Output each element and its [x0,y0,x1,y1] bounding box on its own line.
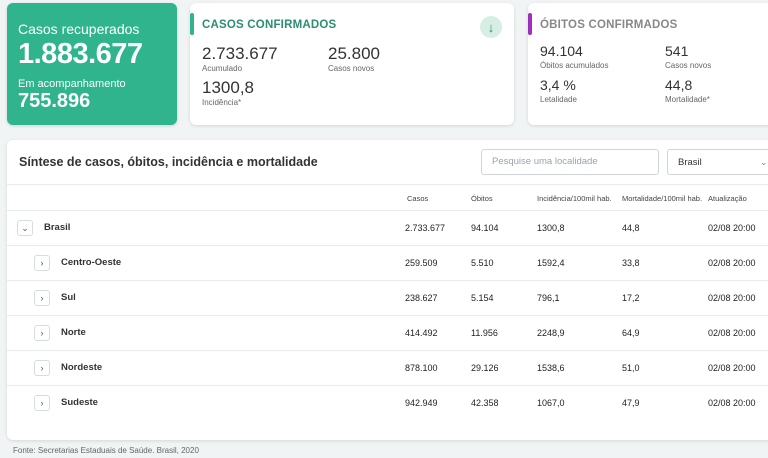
cell-obitos: 5.510 [471,258,494,268]
row-name: Brasil [44,222,71,233]
divider [7,184,768,185]
column-header-incidencia: Incidência/100mil hab. [537,194,612,203]
deaths-new-value: 541 [665,43,689,59]
confirmed-deaths-card: ÓBITOS CONFIRMADOS 94.104 Óbitos acumula… [528,3,768,125]
confirmed-cases-card: CASOS CONFIRMADOS ↓ 2.733.677 Acumulado … [190,3,514,125]
location-select-value: Brasil [678,157,702,168]
cell-obitos: 29.126 [471,363,499,373]
confirmed-accumulated-value: 2.733.677 [202,44,278,63]
search-input[interactable]: Pesquise uma localidade [481,149,659,175]
deaths-new-label: Casos novos [665,61,712,70]
cell-atualizacao: 02/08 20:00 [708,328,756,338]
confirmed-accumulated-label: Acumulado [202,64,243,73]
cell-incidencia: 796,1 [537,293,560,303]
cell-atualizacao: 02/08 20:00 [708,258,756,268]
row-name: Sudeste [61,397,98,408]
chevron-down-icon[interactable]: ⌄ [17,220,33,236]
deaths-title: ÓBITOS CONFIRMADOS [540,19,678,31]
arrow-down-icon[interactable]: ↓ [480,16,502,38]
cell-mortalidade: 47,9 [622,398,640,408]
monitoring-label: Em acompanhamento [18,78,126,90]
cell-incidencia: 1592,4 [537,258,565,268]
mortality-label: Mortalidade* [665,95,710,104]
table-row[interactable]: › Norte 414.492 11.956 2248,9 64,9 02/08… [7,315,768,350]
deaths-accumulated-value: 94.104 [540,43,583,59]
cell-incidencia: 1538,6 [537,363,565,373]
lethality-value: 3,4 % [540,77,576,93]
confirmed-title: CASOS CONFIRMADOS [202,19,337,31]
cell-casos: 259.509 [405,258,438,268]
cell-incidencia: 1067,0 [537,398,565,408]
table-row[interactable]: › Sul 238.627 5.154 796,1 17,2 02/08 20:… [7,280,768,315]
cell-atualizacao: 02/08 20:00 [708,398,756,408]
source-footer: Fonte: Secretarias Estaduais de Saúde. B… [13,446,199,455]
recovered-value: 1.883.677 [18,38,143,70]
table-row[interactable]: › Nordeste 878.100 29.126 1538,6 51,0 02… [7,350,768,385]
cell-obitos: 11.956 [471,328,498,338]
recovered-card: Casos recuperados 1.883.677 Em acompanha… [7,3,177,125]
incidence-value: 1300,8 [202,78,254,97]
column-header-obitos: Óbitos [471,194,493,203]
card-accent-bar [528,13,532,35]
cell-casos: 942.949 [405,398,438,408]
cell-obitos: 94.104 [471,223,499,233]
cell-incidencia: 1300,8 [537,223,565,233]
chevron-right-icon[interactable]: › [34,290,50,306]
cell-atualizacao: 02/08 20:00 [708,223,756,233]
chevron-right-icon[interactable]: › [34,360,50,376]
summary-table-card: Síntese de casos, óbitos, incidência e m… [7,140,768,440]
table-row[interactable]: › Centro-Oeste 259.509 5.510 1592,4 33,8… [7,245,768,280]
monitoring-value: 755.896 [18,90,91,112]
table-row[interactable]: ⌄ Brasil 2.733.677 94.104 1300,8 44,8 02… [7,210,768,245]
cell-obitos: 42.358 [471,398,499,408]
chevron-down-icon: ⌄ [760,157,768,167]
cell-casos: 878.100 [405,363,438,373]
row-name: Sul [61,292,76,303]
cell-mortalidade: 44,8 [622,223,640,233]
lethality-label: Letalidade [540,95,577,104]
confirmed-new-label: Casos novos [328,64,375,73]
cell-mortalidade: 33,8 [622,258,640,268]
column-header-atualizacao: Atualização [708,194,747,203]
table-row[interactable]: › Sudeste 942.949 42.358 1067,0 47,9 02/… [7,385,768,420]
cell-mortalidade: 51,0 [622,363,640,373]
cell-casos: 2.733.677 [405,223,446,233]
row-name: Nordeste [61,362,103,373]
confirmed-new-value: 25.800 [328,44,380,63]
cell-mortalidade: 17,2 [622,293,640,303]
column-header-casos: Casos [407,194,429,203]
cell-incidencia: 2248,9 [537,328,565,338]
location-select[interactable]: Brasil ⌄ [667,149,768,175]
card-accent-bar [190,13,194,35]
cell-casos: 414.492 [405,328,438,338]
cell-obitos: 5.154 [471,293,494,303]
table-title: Síntese de casos, óbitos, incidência e m… [19,155,318,169]
deaths-accumulated-label: Óbitos acumulados [540,61,609,70]
column-header-mortalidade: Mortalidade/100mil hab. [622,194,703,203]
cell-atualizacao: 02/08 20:00 [708,363,756,373]
mortality-value: 44,8 [665,77,693,93]
chevron-right-icon[interactable]: › [34,395,50,411]
row-name: Norte [61,327,86,338]
chevron-right-icon[interactable]: › [34,255,50,271]
row-name: Centro-Oeste [61,257,122,268]
chevron-right-icon[interactable]: › [34,325,50,341]
cell-atualizacao: 02/08 20:00 [708,293,756,303]
cell-mortalidade: 64,9 [622,328,640,338]
incidence-label: Incidência* [202,98,242,107]
cell-casos: 238.627 [405,293,438,303]
recovered-label: Casos recuperados [18,21,140,37]
